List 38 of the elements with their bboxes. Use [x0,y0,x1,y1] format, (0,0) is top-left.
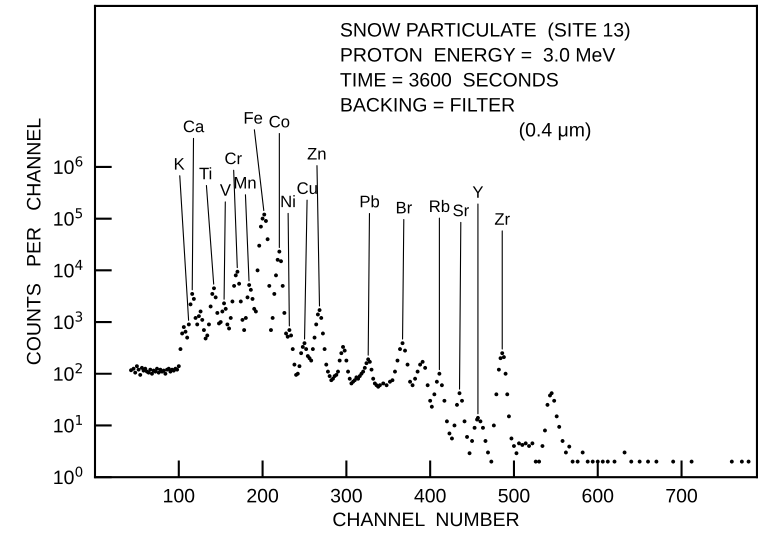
annotation: Y [472,186,484,198]
annotation: V [220,184,231,196]
annotation: TIME = 3600 SECONDS [340,72,558,87]
annotation: Mn [234,177,256,189]
y-tick-label: 10$^{4}$ [54,260,82,278]
y-tick-label: 10$^{2}$ [54,363,82,381]
annotation: (0.4 μm) [520,122,590,140]
annotation: Pb [360,195,380,208]
x-tick-label: 500 [498,488,530,503]
annotation: Cr [225,152,242,164]
annotation: Rb [430,200,450,212]
x-tick-label: 200 [247,488,278,503]
annotation: Cu [297,182,317,194]
y-tick-label: 10$^{1}$ [54,415,82,433]
annotation: BACKING = FILTER [342,98,514,112]
annotation: Ca [184,120,204,132]
x-tick-label: 700 [666,488,698,503]
y-tick-label: 10$^{5}$ [54,208,82,226]
x-tick-label: 400 [414,488,446,503]
annotation: Ti [199,167,212,180]
annotation: Br [396,202,412,214]
y-tick-label: 10$^{6}$ [54,156,82,174]
annotation: Ni [282,195,295,208]
x-axis-title: CHANNEL NUMBER [333,512,519,526]
x-tick-label: 100 [164,488,194,503]
x-tick-label: 300 [330,488,362,503]
annotation: PROTON ENERGY = 3.0 MeV [342,48,616,62]
y-tick-label: 10$^{3}$ [54,311,82,330]
annotation: Zr [494,213,510,225]
annotation: Fe [244,112,262,124]
annotation: Co [270,116,290,128]
annotation: Zn [308,148,326,160]
x-tick-label: 600 [582,488,614,503]
annotation: SNOW PARTICULATE (SITE 13) [340,22,630,41]
annotation: K [174,158,184,170]
annotation: Sr [453,204,469,216]
y-axis-title: COUNTS PER CHANNEL [26,118,41,364]
y-tick-label: 10$^{0}$ [54,466,82,484]
